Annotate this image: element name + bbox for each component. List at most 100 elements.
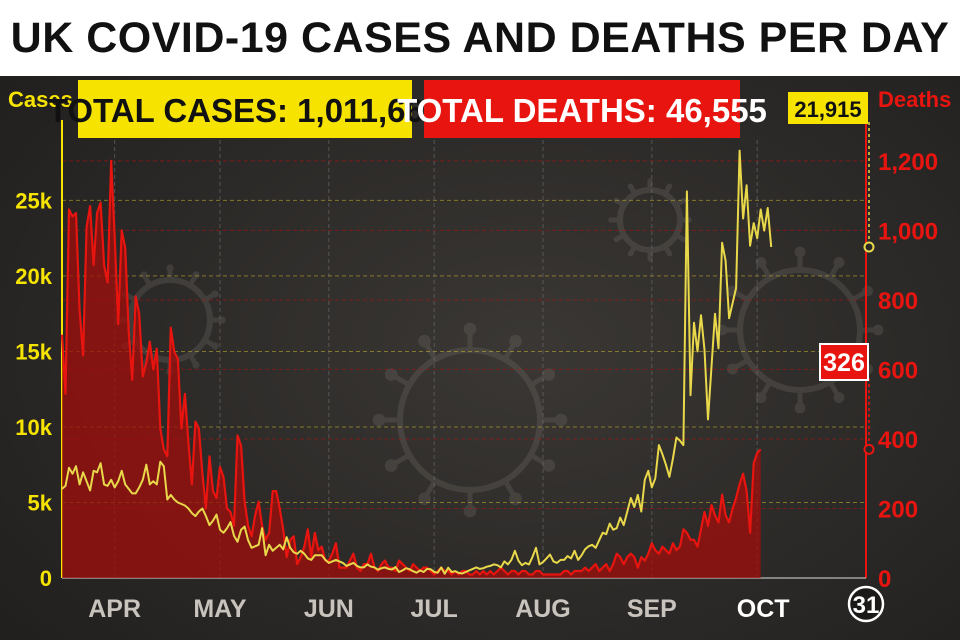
- y-left-tick-label: 25k: [15, 188, 52, 213]
- virus-spike-tip: [794, 246, 806, 258]
- y-right-tick-label: 400: [878, 427, 918, 454]
- y-left-tick-label: 0: [40, 566, 52, 591]
- deaths-area-fill: [62, 160, 761, 578]
- virus-icon: [716, 246, 884, 414]
- latest-cases-text: 21,915: [794, 97, 861, 122]
- virus-spike: [827, 380, 842, 399]
- total-deaths-box: [424, 80, 740, 138]
- virus-spike-tip: [509, 334, 522, 348]
- latest-cases-marker: [863, 241, 875, 253]
- virus-spike-tip: [509, 492, 522, 506]
- virus-spike: [203, 291, 217, 303]
- virus-spike-tip: [418, 334, 431, 348]
- virus-spike-tip: [542, 459, 556, 472]
- y-left-tick-label: 5k: [28, 490, 53, 515]
- virus-spike: [827, 261, 842, 280]
- y-left-tick-label: 15k: [15, 339, 52, 364]
- virus-spike: [502, 479, 518, 501]
- virus-spike: [422, 339, 438, 361]
- virus-spike-tip: [463, 504, 477, 518]
- virus-spike: [628, 184, 638, 196]
- virus-body: [617, 187, 683, 253]
- virus-spike-tip: [833, 257, 845, 268]
- virus-spike-tip: [218, 316, 226, 324]
- virus-spike-tip: [542, 368, 556, 381]
- latest-deaths-text: 326: [823, 349, 865, 377]
- virus-spike-tip: [192, 271, 200, 279]
- virus-spike-tip: [372, 413, 386, 427]
- virus-spike: [674, 232, 686, 242]
- virus-spike-tip: [608, 217, 614, 223]
- virus-spike-tip: [794, 402, 806, 414]
- virus-spike-tip: [211, 342, 219, 350]
- virus-spike-tip: [755, 392, 767, 403]
- virus-spike: [187, 273, 199, 287]
- latest-deaths-box: [819, 343, 869, 381]
- virus-spike-tip: [613, 236, 619, 243]
- virus-spike: [203, 337, 217, 349]
- virus-spike-tip: [666, 251, 673, 257]
- latest-cases-box: [788, 92, 868, 124]
- virus-spike: [389, 452, 411, 468]
- total-cases-box: [78, 80, 412, 138]
- virus-spike: [389, 372, 411, 388]
- virus-spike-tip: [681, 197, 687, 204]
- virus-spike: [758, 261, 773, 280]
- virus-spike: [529, 372, 551, 388]
- virus-spike-tip: [666, 183, 673, 189]
- y-right-tick-label: 1,200: [878, 149, 938, 176]
- deaths-series: [60, 159, 762, 578]
- last-day-label: 31: [853, 592, 880, 619]
- x-tick-label: APR: [88, 595, 141, 623]
- virus-spike: [141, 273, 153, 287]
- x-tick-label: JUL: [411, 595, 458, 623]
- virus-spike: [628, 244, 638, 256]
- title-bar: [0, 0, 960, 76]
- x-tick-label: OCT: [737, 595, 790, 623]
- virus-spike-tip: [140, 271, 148, 279]
- virus-spike-tip: [755, 257, 767, 268]
- x-tick-label: MAY: [193, 595, 247, 623]
- x-tick-label: SEP: [627, 595, 677, 623]
- virus-background-icons: [114, 178, 884, 518]
- virus-spike-tip: [627, 183, 634, 189]
- virus-body: [737, 267, 863, 393]
- tick-labels: 0 5k 10k 15k 20k 25k 0 200 400 600 800 1,000 1,200 AP…: [8, 87, 951, 623]
- virus-spike: [850, 288, 869, 303]
- virus-spike: [502, 339, 518, 361]
- virus-spike: [614, 198, 626, 208]
- virus-spike-tip: [681, 236, 687, 243]
- virus-spike: [422, 479, 438, 501]
- virus-spike-tip: [554, 413, 568, 427]
- virus-spike: [662, 244, 672, 256]
- cases-series: [61, 149, 773, 575]
- virus-spike-tip: [166, 264, 174, 272]
- virus-spike-tip: [833, 392, 845, 403]
- virus-spike-tip: [862, 285, 873, 297]
- virus-spike-tip: [463, 322, 477, 336]
- virus-spike: [758, 380, 773, 399]
- virus-icon: [372, 322, 568, 518]
- virus-spike: [731, 357, 750, 372]
- total-cases-text: TOTAL CASES: 1,011,660: [48, 92, 442, 129]
- virus-spike-tip: [384, 459, 398, 472]
- y-left-tick-label: 20k: [15, 264, 52, 289]
- virus-spike-tip: [192, 361, 200, 369]
- virus-spike-tip: [627, 251, 634, 257]
- virus-spike: [187, 353, 199, 367]
- virus-spike-tip: [727, 363, 738, 375]
- chart-title: UK COVID-19 CASES AND DEATHS PER DAY: [10, 14, 950, 62]
- cases-line: [61, 149, 773, 575]
- virus-spike-tip: [384, 368, 398, 381]
- y-right-tick-label: 1,000: [878, 218, 938, 245]
- y-right-tick-label: 0: [878, 566, 891, 593]
- virus-icon: [608, 178, 692, 262]
- virus-spike: [674, 198, 686, 208]
- latest-deaths-marker: [863, 443, 875, 455]
- y-left-axis-label: Cases: [8, 87, 73, 112]
- y-right-tick-label: 600: [878, 357, 918, 384]
- y-left-tick-label: 10k: [15, 415, 52, 440]
- virus-spike: [662, 184, 672, 196]
